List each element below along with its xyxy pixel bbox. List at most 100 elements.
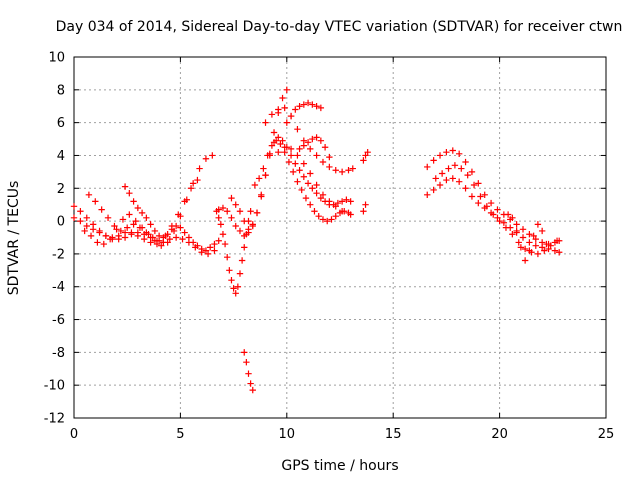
data-point (315, 212, 322, 220)
y-tick-label: -12 (44, 412, 65, 427)
data-point (504, 211, 512, 218)
data-point (98, 206, 105, 213)
data-point (143, 214, 150, 222)
data-point (360, 157, 367, 164)
data-point (96, 229, 103, 236)
data-point (345, 167, 352, 174)
x-tick-label: 10 (279, 427, 296, 442)
data-point (494, 214, 501, 222)
data-point (83, 222, 90, 230)
data-point (236, 227, 244, 235)
data-point (168, 226, 176, 233)
data-point (106, 235, 114, 243)
data-point (334, 199, 342, 207)
data-point (449, 175, 456, 182)
data-point (241, 349, 248, 356)
data-point (130, 221, 137, 228)
data-point (347, 211, 354, 218)
data-point (338, 168, 346, 176)
series-track-3 (81, 152, 216, 249)
data-point (304, 139, 312, 146)
data-point (509, 214, 516, 222)
data-points (70, 86, 563, 394)
data-point (194, 242, 201, 249)
data-point (279, 94, 286, 102)
data-point (317, 104, 325, 112)
data-point (543, 240, 550, 248)
series-track-16 (360, 201, 369, 215)
data-point (215, 214, 222, 222)
data-point (126, 189, 133, 197)
series-track-13 (296, 134, 333, 161)
data-point (526, 239, 533, 246)
data-point (458, 165, 465, 172)
data-point (198, 245, 205, 253)
data-point (117, 227, 125, 235)
data-point (258, 191, 265, 199)
data-point (475, 199, 482, 207)
data-point (470, 181, 478, 189)
data-point (332, 212, 339, 220)
data-point (158, 242, 165, 249)
data-point (270, 129, 278, 136)
data-point (247, 208, 254, 215)
data-point (77, 217, 84, 225)
data-point (294, 152, 301, 159)
data-point (92, 198, 99, 205)
data-point (215, 206, 222, 213)
data-point (164, 239, 171, 246)
data-point (245, 370, 252, 377)
data-point (189, 239, 197, 246)
series-track-11 (275, 144, 354, 218)
data-point (134, 229, 142, 236)
data-point (300, 173, 308, 180)
data-point (275, 134, 282, 141)
data-point (260, 165, 267, 172)
data-point (285, 158, 293, 166)
series-track-20 (504, 211, 550, 264)
data-point (332, 203, 339, 210)
data-point (321, 144, 329, 151)
data-point (175, 211, 182, 218)
data-point (83, 214, 90, 222)
data-point (132, 217, 139, 225)
data-point (287, 112, 295, 120)
data-point (185, 234, 193, 241)
data-point (87, 232, 95, 240)
data-point (230, 285, 237, 292)
data-point (513, 221, 520, 228)
data-point (289, 168, 297, 176)
y-tick-label: -10 (44, 379, 65, 394)
data-point (211, 240, 218, 248)
data-point (187, 185, 195, 192)
data-point (319, 216, 327, 223)
y-tick-label: -2 (52, 247, 65, 262)
data-point (338, 198, 346, 205)
data-point (77, 208, 84, 215)
data-point (277, 140, 284, 148)
data-point (364, 148, 371, 156)
data-point (313, 103, 320, 110)
data-point (262, 119, 269, 126)
data-point (477, 193, 484, 200)
data-point (268, 111, 276, 118)
data-point (496, 217, 503, 225)
y-tick-label: 2 (57, 182, 65, 197)
data-point (319, 158, 327, 166)
data-point (232, 222, 239, 230)
data-point (255, 175, 263, 182)
data-point (219, 204, 227, 212)
data-point (111, 222, 118, 230)
data-point (451, 162, 459, 169)
data-point (236, 270, 244, 277)
plot-frame (73, 56, 607, 419)
data-point (483, 203, 491, 210)
data-point (517, 244, 525, 251)
data-point (202, 155, 210, 162)
data-point (124, 224, 131, 231)
data-point (515, 239, 522, 246)
data-point (462, 185, 469, 192)
data-point (513, 227, 520, 235)
data-point (309, 185, 316, 192)
data-point (521, 245, 529, 253)
